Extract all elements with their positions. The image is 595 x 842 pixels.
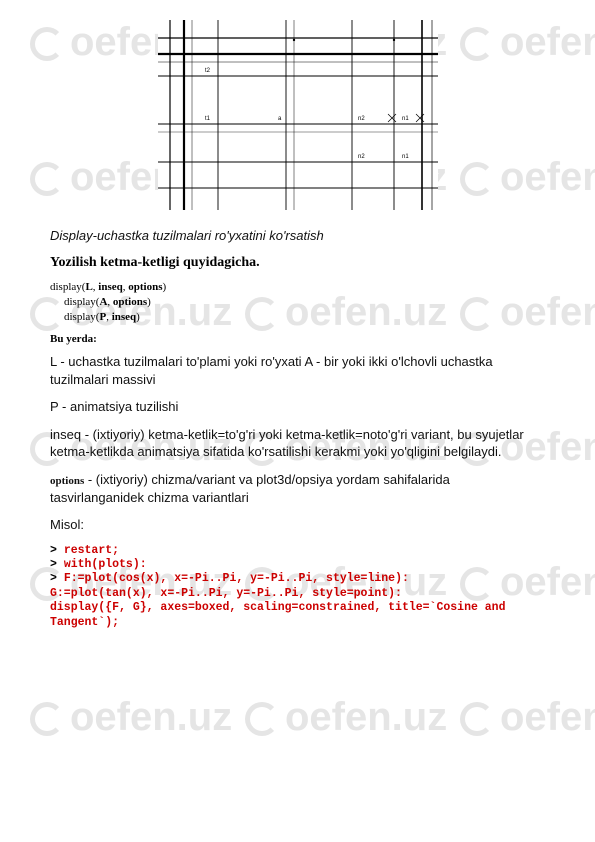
para-P: P - animatsiya tuzilishi [50, 398, 545, 416]
code-line-3: > F:=plot(cos(x), x=-Pi..Pi, y=-Pi..Pi, … [50, 572, 545, 586]
code-line-1: > restart; [50, 544, 545, 558]
caption-tail: -uchastka tuzilmalari ro'yxatini ko'rsat… [93, 228, 324, 243]
svg-text:n1: n1 [402, 116, 409, 122]
code-line-5: display({F, G}, axes=boxed, scaling=cons… [50, 601, 545, 630]
grid-figure: t2 t1 a n2 n1 n2 n1 [158, 20, 438, 210]
code-block: > restart; > with(plots): > F:=plot(cos(… [50, 544, 545, 630]
options-label: options [50, 475, 84, 487]
para-options: options - (ixtiyoriy) chizma/variant va … [50, 471, 545, 506]
misol-heading: Misol: [50, 516, 545, 534]
heading-bu-yerda: Bu yerda: [50, 333, 545, 345]
para-L: L - uchastka tuzilmalari to'plami yoki r… [50, 353, 545, 388]
svg-text:t1: t1 [205, 116, 211, 122]
page-content: t2 t1 a n2 n1 n2 n1 Display-uchastka tuz… [0, 0, 595, 650]
svg-text:n1: n1 [402, 154, 409, 160]
code-line-2: > with(plots): [50, 558, 545, 572]
svg-text:n2: n2 [358, 154, 365, 160]
svg-text:t2: t2 [205, 68, 211, 74]
para-inseq: inseq - (ixtiyoriy) ketma-ketlik=to'g'ri… [50, 426, 545, 461]
svg-text:n2: n2 [358, 116, 365, 122]
display-call-2: display(A, options) [64, 296, 545, 308]
display-call-1: display(L, inseq, options) [50, 281, 545, 293]
figure-caption: Display-uchastka tuzilmalari ro'yxatini … [50, 228, 545, 243]
para-options-tail: - (ixtiyoriy) chizma/variant va plot3d/o… [50, 472, 450, 505]
display-call-3: display(P, inseq) [64, 311, 545, 323]
syntax-heading: Yozilish ketma-ketligi quyidagicha. [50, 255, 545, 271]
code-line-4: G:=plot(tan(x), x=-Pi..Pi, y=-Pi..Pi, st… [50, 587, 545, 601]
